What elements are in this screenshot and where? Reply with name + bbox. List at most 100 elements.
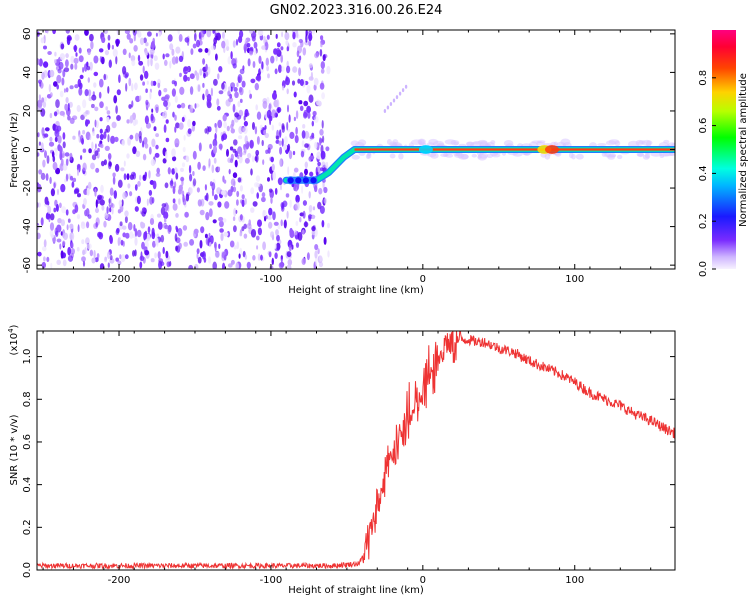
noise-speck	[132, 250, 136, 257]
noise-speck	[87, 77, 91, 83]
noise-speck	[194, 32, 197, 42]
noise-speck	[218, 216, 224, 222]
streak-dot	[383, 109, 387, 113]
noise-speck	[174, 138, 180, 148]
noise-speck	[145, 42, 149, 47]
noise-speck	[249, 46, 254, 52]
noise-speck	[268, 251, 272, 258]
noise-speck	[218, 66, 223, 73]
noise-speck	[268, 188, 273, 193]
noise-speck	[163, 110, 168, 119]
noise-speck	[45, 173, 49, 181]
noise-speck	[174, 126, 177, 133]
noise-speck	[177, 227, 183, 237]
noise-speck	[94, 150, 99, 157]
bottom-y-ticks: 0.0 0.2 0.4 0.6 0.8 1.0	[22, 349, 675, 578]
noise-speck	[67, 218, 71, 223]
noise-speck	[163, 211, 169, 220]
noise-speck	[144, 230, 148, 240]
noise-speck	[208, 232, 211, 239]
ridge-haze	[473, 141, 483, 145]
noise-speck	[293, 116, 296, 122]
noise-speck	[204, 233, 208, 239]
x-tick-label: 0	[420, 274, 426, 285]
noise-speck	[192, 150, 197, 160]
noise-speck	[134, 228, 138, 237]
noise-speck	[216, 105, 221, 111]
noise-speck	[83, 111, 88, 117]
noise-speck	[323, 186, 328, 194]
noise-speck	[271, 163, 275, 172]
noise-speck	[295, 201, 300, 211]
noise-speck	[106, 251, 111, 259]
noise-speck	[59, 53, 65, 61]
noise-speck	[192, 178, 197, 187]
noise-speck	[132, 146, 137, 155]
noise-speck	[99, 133, 104, 141]
noise-speck	[70, 175, 73, 181]
noise-speck	[107, 262, 110, 269]
noise-speck	[132, 30, 137, 36]
noise-speck	[256, 136, 260, 145]
noise-speck	[151, 227, 155, 237]
noise-speck	[86, 65, 91, 71]
noise-speck	[139, 95, 142, 101]
ridge-haze	[450, 140, 460, 146]
noise-speck	[178, 122, 184, 130]
noise-speck	[101, 36, 106, 43]
noise-speck	[86, 221, 90, 229]
noise-speck	[107, 86, 110, 94]
colorbar-tick-label: 0.4	[698, 165, 709, 181]
noise-speck	[137, 54, 141, 62]
noise-speck	[81, 239, 85, 245]
noise-speck	[301, 258, 306, 265]
x-tick-label: 100	[565, 575, 584, 586]
y-tick-label: 0	[22, 146, 33, 152]
noise-speck	[84, 89, 89, 97]
noise-speck	[308, 205, 313, 212]
noise-speck	[187, 119, 192, 128]
noise-speck	[46, 30, 49, 34]
noise-speck	[41, 71, 45, 80]
noise-speck	[316, 151, 322, 160]
noise-speck	[322, 135, 325, 143]
noise-speck	[249, 50, 254, 56]
noise-speck	[144, 70, 149, 79]
noise-speck	[308, 191, 311, 199]
noise-speck	[56, 259, 61, 265]
noise-speck	[280, 255, 283, 263]
noise-speck	[147, 226, 151, 234]
noise-speck	[169, 43, 174, 51]
noise-speck	[250, 207, 255, 213]
noise-speck	[126, 173, 130, 181]
noise-speck	[194, 103, 197, 109]
noise-speck	[304, 161, 308, 169]
noise-speck	[306, 252, 310, 261]
noise-speck	[104, 50, 109, 56]
noise-speck	[43, 133, 49, 138]
noise-speck	[204, 48, 209, 53]
noise-speck	[76, 247, 80, 252]
noise-speck	[69, 234, 73, 240]
noise-speck	[175, 122, 180, 129]
noise-speck	[271, 109, 277, 119]
noise-speck	[279, 129, 282, 138]
noise-speck	[234, 159, 238, 168]
noise-speck	[267, 177, 270, 182]
noise-speck	[206, 30, 212, 38]
noise-speck	[53, 207, 57, 213]
noise-speck	[148, 189, 153, 196]
noise-speck	[100, 160, 105, 167]
noise-speck	[123, 173, 127, 181]
noise-speck	[319, 129, 324, 136]
noise-speck	[283, 219, 287, 229]
noise-speck	[324, 162, 328, 169]
noise-speck	[70, 63, 74, 70]
noise-speck	[197, 256, 202, 264]
noise-speck	[285, 76, 290, 86]
noise-speck	[38, 169, 43, 175]
noise-speck	[99, 199, 105, 206]
noise-speck	[302, 200, 307, 206]
noise-speck	[275, 229, 279, 236]
noise-speck	[189, 187, 193, 195]
